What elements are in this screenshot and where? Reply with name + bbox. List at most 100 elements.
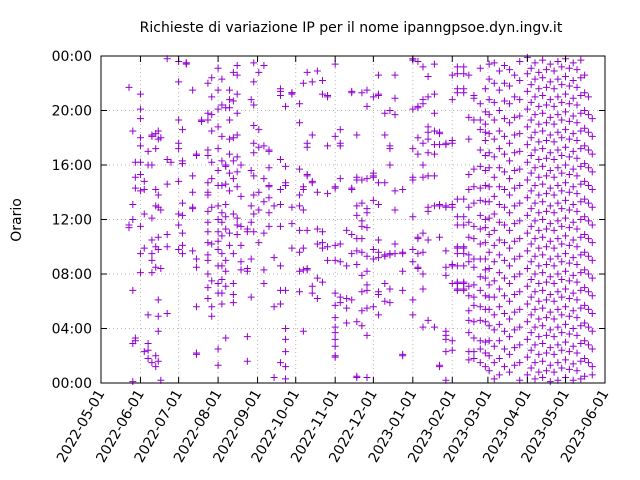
data-point	[129, 201, 137, 209]
data-point	[374, 179, 382, 187]
data-point	[588, 310, 596, 318]
data-point	[140, 177, 148, 185]
data-point	[460, 213, 468, 221]
data-point	[282, 363, 290, 371]
data-point	[516, 165, 524, 173]
data-point	[542, 349, 550, 357]
data-point	[229, 97, 237, 105]
data-point	[442, 335, 450, 343]
data-point	[399, 250, 407, 258]
data-point	[476, 345, 484, 353]
data-point	[500, 62, 508, 70]
data-point	[495, 201, 503, 209]
data-point	[331, 241, 339, 249]
data-point	[495, 86, 503, 94]
data-point	[584, 181, 592, 189]
data-point	[214, 345, 222, 353]
data-point	[222, 282, 230, 290]
data-point	[175, 116, 183, 124]
data-point	[226, 135, 234, 143]
data-point	[535, 226, 543, 234]
data-point	[481, 224, 489, 232]
data-point	[369, 196, 377, 204]
data-point	[511, 290, 519, 298]
data-point	[229, 175, 237, 183]
data-point	[409, 145, 417, 153]
data-point	[308, 179, 316, 187]
data-point	[470, 348, 478, 356]
data-point	[565, 117, 573, 125]
data-point	[495, 354, 503, 362]
data-point	[577, 145, 585, 153]
data-point	[584, 305, 592, 313]
data-point	[539, 127, 547, 135]
data-point	[208, 158, 216, 166]
data-point	[562, 179, 570, 187]
data-point	[485, 352, 493, 360]
data-point	[581, 248, 589, 256]
data-point	[460, 63, 468, 71]
data-point	[527, 329, 535, 337]
data-point	[550, 368, 558, 376]
data-point	[573, 207, 581, 215]
data-point	[562, 285, 570, 293]
data-point	[453, 70, 461, 78]
data-point	[476, 316, 484, 324]
data-point	[476, 196, 484, 204]
data-point	[523, 335, 531, 343]
data-point	[237, 266, 245, 274]
data-point	[527, 364, 535, 372]
data-point	[577, 127, 585, 135]
data-point	[565, 365, 573, 373]
data-point	[542, 367, 550, 375]
data-point	[558, 134, 566, 142]
data-point	[448, 96, 456, 104]
data-point	[485, 75, 493, 83]
data-point	[148, 161, 156, 169]
data-point	[140, 244, 148, 252]
data-point	[577, 269, 585, 277]
data-point	[500, 345, 508, 353]
data-point	[539, 374, 547, 382]
data-point	[336, 142, 344, 150]
data-point	[470, 222, 478, 230]
data-point	[500, 327, 508, 335]
data-point	[539, 251, 547, 259]
data-point	[523, 282, 531, 290]
data-point	[152, 145, 160, 153]
data-point	[318, 77, 326, 85]
data-point	[476, 116, 484, 124]
data-point	[527, 169, 535, 177]
data-point	[436, 202, 444, 210]
data-point	[481, 166, 489, 174]
data-point	[163, 310, 171, 318]
data-point	[386, 285, 394, 293]
data-point	[409, 311, 417, 319]
data-point	[569, 94, 577, 102]
data-point	[178, 229, 186, 237]
data-point	[348, 89, 356, 97]
data-point	[270, 303, 278, 311]
data-point	[226, 104, 234, 112]
data-point	[226, 229, 234, 237]
data-point	[573, 101, 581, 109]
y-tick-label: 04:00	[52, 322, 92, 338]
data-point	[391, 240, 399, 248]
data-point	[581, 142, 589, 150]
data-point	[516, 217, 524, 225]
data-point	[581, 107, 589, 114]
data-point	[558, 275, 566, 283]
data-point	[481, 292, 489, 300]
data-point	[136, 250, 144, 258]
data-point	[516, 130, 524, 138]
data-point	[348, 230, 356, 238]
data-point	[565, 188, 573, 196]
data-point	[453, 213, 461, 221]
data-point	[573, 278, 581, 286]
data-point	[558, 240, 566, 248]
data-point	[495, 218, 503, 226]
data-point	[229, 290, 237, 298]
data-point	[569, 236, 577, 244]
data-point	[175, 210, 183, 218]
data-point	[542, 101, 550, 109]
